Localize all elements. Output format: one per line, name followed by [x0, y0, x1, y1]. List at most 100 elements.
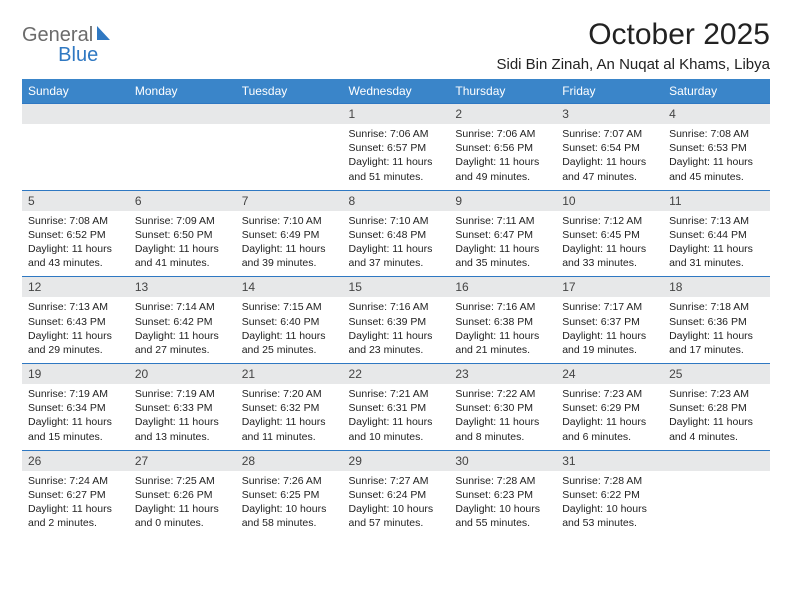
day-number-cell: 22: [343, 364, 450, 385]
day-ss: Sunset: 6:37 PM: [562, 315, 657, 329]
day-d2: and 6 minutes.: [562, 430, 657, 444]
day-number-cell: 30: [449, 450, 556, 471]
day-sr: Sunrise: 7:11 AM: [455, 214, 550, 228]
day-ss: Sunset: 6:28 PM: [669, 401, 764, 415]
day-d1: Daylight: 11 hours: [669, 242, 764, 256]
weekday-header: Thursday: [449, 79, 556, 104]
day-d2: and 55 minutes.: [455, 516, 550, 530]
day-d1: Daylight: 11 hours: [28, 415, 123, 429]
day-detail-cell: Sunrise: 7:14 AMSunset: 6:42 PMDaylight:…: [129, 297, 236, 363]
day-d2: and 29 minutes.: [28, 343, 123, 357]
day-d2: and 25 minutes.: [242, 343, 337, 357]
day-d1: Daylight: 11 hours: [562, 415, 657, 429]
day-d1: Daylight: 10 hours: [455, 502, 550, 516]
day-ss: Sunset: 6:25 PM: [242, 488, 337, 502]
day-detail-cell: [129, 124, 236, 190]
day-d2: and 43 minutes.: [28, 256, 123, 270]
header: General Blue October 2025 Sidi Bin Zinah…: [22, 18, 770, 73]
day-number-cell: 17: [556, 277, 663, 298]
day-d1: Daylight: 11 hours: [28, 329, 123, 343]
day-d1: Daylight: 10 hours: [242, 502, 337, 516]
day-d2: and 17 minutes.: [669, 343, 764, 357]
day-number-cell: 19: [22, 364, 129, 385]
day-detail-cell: Sunrise: 7:20 AMSunset: 6:32 PMDaylight:…: [236, 384, 343, 450]
day-detail-cell: Sunrise: 7:13 AMSunset: 6:43 PMDaylight:…: [22, 297, 129, 363]
day-d1: Daylight: 11 hours: [349, 329, 444, 343]
day-detail-cell: Sunrise: 7:17 AMSunset: 6:37 PMDaylight:…: [556, 297, 663, 363]
day-d2: and 23 minutes.: [349, 343, 444, 357]
day-ss: Sunset: 6:50 PM: [135, 228, 230, 242]
day-number-cell: 13: [129, 277, 236, 298]
day-detail-cell: Sunrise: 7:25 AMSunset: 6:26 PMDaylight:…: [129, 471, 236, 537]
day-sr: Sunrise: 7:20 AM: [242, 387, 337, 401]
day-sr: Sunrise: 7:17 AM: [562, 300, 657, 314]
day-number-cell: [663, 450, 770, 471]
day-number-cell: 2: [449, 104, 556, 125]
day-d1: Daylight: 11 hours: [349, 155, 444, 169]
day-detail-row: Sunrise: 7:06 AMSunset: 6:57 PMDaylight:…: [22, 124, 770, 190]
day-sr: Sunrise: 7:08 AM: [669, 127, 764, 141]
day-ss: Sunset: 6:24 PM: [349, 488, 444, 502]
day-ss: Sunset: 6:43 PM: [28, 315, 123, 329]
day-detail-cell: [22, 124, 129, 190]
day-sr: Sunrise: 7:21 AM: [349, 387, 444, 401]
day-detail-cell: Sunrise: 7:23 AMSunset: 6:29 PMDaylight:…: [556, 384, 663, 450]
sail-icon: [97, 26, 110, 40]
day-sr: Sunrise: 7:07 AM: [562, 127, 657, 141]
day-number-row: 567891011: [22, 190, 770, 211]
day-ss: Sunset: 6:48 PM: [349, 228, 444, 242]
day-ss: Sunset: 6:57 PM: [349, 141, 444, 155]
day-d1: Daylight: 11 hours: [28, 502, 123, 516]
day-ss: Sunset: 6:26 PM: [135, 488, 230, 502]
day-number-cell: 27: [129, 450, 236, 471]
day-d2: and 0 minutes.: [135, 516, 230, 530]
day-sr: Sunrise: 7:16 AM: [349, 300, 444, 314]
logo: General Blue: [22, 18, 98, 67]
day-d2: and 31 minutes.: [669, 256, 764, 270]
day-detail-cell: Sunrise: 7:06 AMSunset: 6:56 PMDaylight:…: [449, 124, 556, 190]
day-detail-cell: Sunrise: 7:08 AMSunset: 6:52 PMDaylight:…: [22, 211, 129, 277]
day-ss: Sunset: 6:52 PM: [28, 228, 123, 242]
day-ss: Sunset: 6:54 PM: [562, 141, 657, 155]
day-d1: Daylight: 11 hours: [455, 415, 550, 429]
day-sr: Sunrise: 7:26 AM: [242, 474, 337, 488]
day-number-cell: 29: [343, 450, 450, 471]
day-sr: Sunrise: 7:24 AM: [28, 474, 123, 488]
day-number-cell: 4: [663, 104, 770, 125]
day-d1: Daylight: 11 hours: [242, 242, 337, 256]
day-d2: and 47 minutes.: [562, 170, 657, 184]
weekday-header: Sunday: [22, 79, 129, 104]
day-ss: Sunset: 6:42 PM: [135, 315, 230, 329]
day-detail-cell: Sunrise: 7:16 AMSunset: 6:38 PMDaylight:…: [449, 297, 556, 363]
day-sr: Sunrise: 7:22 AM: [455, 387, 550, 401]
day-d2: and 35 minutes.: [455, 256, 550, 270]
day-number-cell: 15: [343, 277, 450, 298]
day-ss: Sunset: 6:23 PM: [455, 488, 550, 502]
day-detail-cell: Sunrise: 7:27 AMSunset: 6:24 PMDaylight:…: [343, 471, 450, 537]
day-d2: and 21 minutes.: [455, 343, 550, 357]
day-detail-cell: Sunrise: 7:22 AMSunset: 6:30 PMDaylight:…: [449, 384, 556, 450]
day-sr: Sunrise: 7:23 AM: [669, 387, 764, 401]
day-sr: Sunrise: 7:28 AM: [562, 474, 657, 488]
day-ss: Sunset: 6:53 PM: [669, 141, 764, 155]
day-number-cell: 1: [343, 104, 450, 125]
day-number-cell: 9: [449, 190, 556, 211]
day-ss: Sunset: 6:31 PM: [349, 401, 444, 415]
day-number-cell: 5: [22, 190, 129, 211]
day-detail-cell: Sunrise: 7:28 AMSunset: 6:22 PMDaylight:…: [556, 471, 663, 537]
day-d2: and 13 minutes.: [135, 430, 230, 444]
day-detail-cell: Sunrise: 7:15 AMSunset: 6:40 PMDaylight:…: [236, 297, 343, 363]
day-number-cell: 28: [236, 450, 343, 471]
day-number-cell: 31: [556, 450, 663, 471]
weekday-header: Monday: [129, 79, 236, 104]
day-sr: Sunrise: 7:10 AM: [242, 214, 337, 228]
day-detail-row: Sunrise: 7:19 AMSunset: 6:34 PMDaylight:…: [22, 384, 770, 450]
day-d2: and 11 minutes.: [242, 430, 337, 444]
day-d2: and 53 minutes.: [562, 516, 657, 530]
day-number-cell: [236, 104, 343, 125]
day-detail-cell: Sunrise: 7:21 AMSunset: 6:31 PMDaylight:…: [343, 384, 450, 450]
day-detail-cell: Sunrise: 7:13 AMSunset: 6:44 PMDaylight:…: [663, 211, 770, 277]
day-sr: Sunrise: 7:09 AM: [135, 214, 230, 228]
weekday-header-row: Sunday Monday Tuesday Wednesday Thursday…: [22, 79, 770, 104]
day-number-cell: 6: [129, 190, 236, 211]
